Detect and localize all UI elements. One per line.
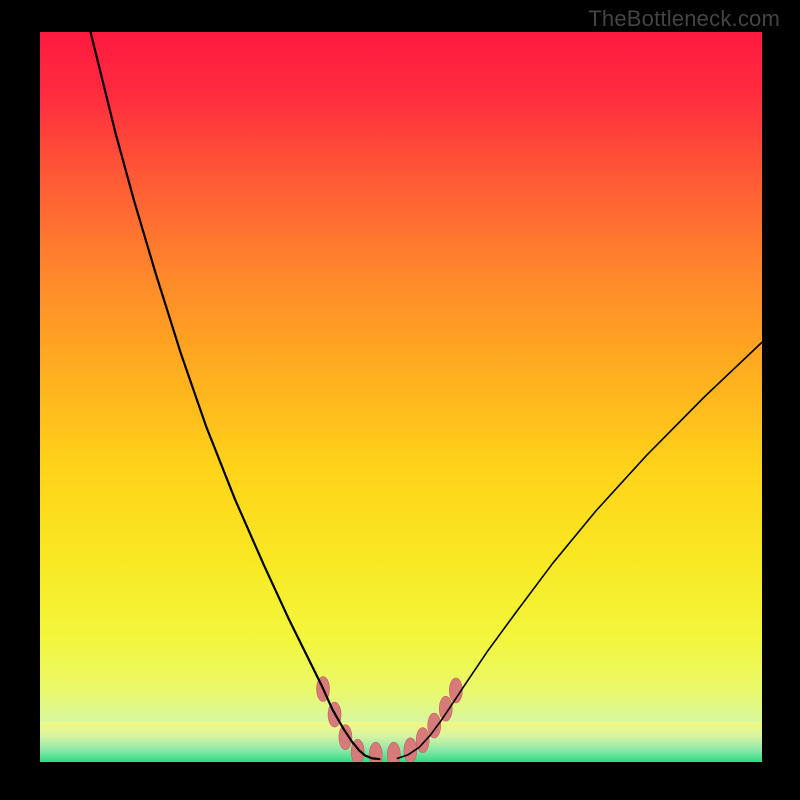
trough-marker (439, 696, 452, 721)
watermark-text: TheBottleneck.com (588, 6, 780, 32)
trough-marker (428, 713, 441, 738)
left-curve (91, 32, 380, 759)
plot-area (40, 32, 762, 762)
curves-layer (40, 32, 762, 762)
chart-frame: TheBottleneck.com (0, 0, 800, 800)
trough-marker (387, 742, 400, 762)
